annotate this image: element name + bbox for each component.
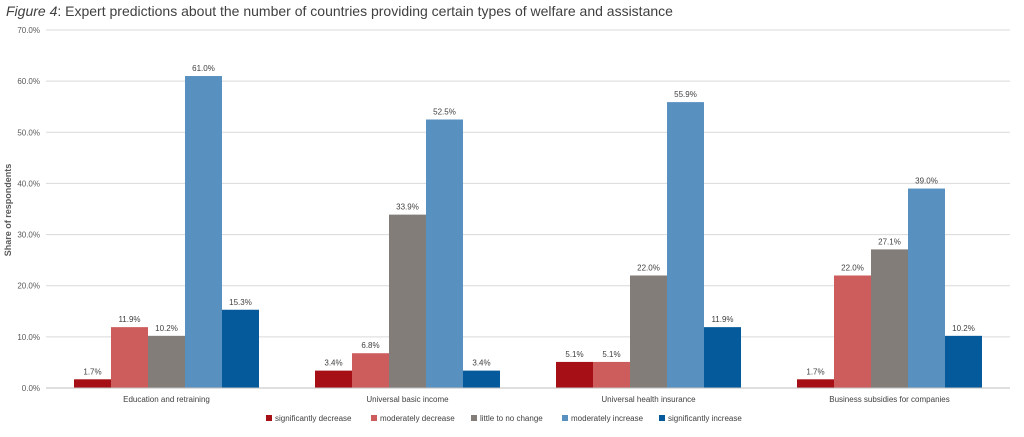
chart-title: Figure 4: Expert predictions about the n… (6, 3, 673, 19)
data-label: 5.1% (565, 350, 583, 359)
data-label: 5.1% (602, 350, 620, 359)
y-tick-label: 20.0% (17, 282, 40, 291)
data-label: 10.2% (155, 324, 178, 333)
legend-label: significantly increase (668, 414, 742, 423)
y-tick-label: 0.0% (22, 384, 40, 393)
bar (593, 361, 630, 388)
legend-swatch (371, 415, 377, 421)
bar (908, 188, 945, 388)
data-label: 22.0% (841, 263, 864, 272)
data-label: 55.9% (674, 90, 697, 99)
bar (315, 370, 352, 388)
y-tick-label: 70.0% (17, 26, 40, 35)
data-label: 15.3% (229, 298, 252, 307)
data-label: 22.0% (637, 263, 660, 272)
bar (871, 249, 908, 388)
bar (704, 327, 741, 388)
y-tick-label: 10.0% (17, 333, 40, 342)
data-labels: 1.7% 11.9% 10.2% 61.0% 15.3% 3.4% 6.8% 33.9% 52.… (83, 64, 974, 376)
bar (352, 353, 389, 388)
bar (148, 335, 185, 388)
data-label: 11.9% (711, 315, 733, 324)
y-tick-label: 50.0% (17, 128, 40, 137)
legend-swatch (266, 415, 272, 421)
bar (834, 275, 871, 388)
y-tick-label: 60.0% (17, 77, 40, 86)
legend-label: moderately decrease (380, 414, 455, 423)
data-label: 3.4% (472, 359, 490, 368)
bar (463, 370, 500, 388)
x-category-label: Business subsidies for companies (829, 395, 950, 404)
data-label: 10.2% (952, 324, 975, 333)
bar (222, 309, 259, 388)
y-axis-label: Share of respondents (3, 164, 13, 257)
chart-title-text: : Expert predictions about the number of… (57, 3, 673, 19)
legend: significantly decrease moderately decreas… (266, 414, 742, 423)
bar (667, 102, 704, 389)
y-tick-label: 40.0% (17, 179, 40, 188)
bar (797, 379, 834, 388)
bar (945, 335, 982, 388)
data-label: 11.9% (118, 315, 140, 324)
bar (556, 361, 593, 388)
bar (389, 214, 426, 388)
bar (111, 327, 148, 388)
bar (74, 379, 111, 388)
x-category-label: Universal health insurance (601, 395, 696, 404)
data-label: 1.7% (83, 367, 101, 376)
legend-label: significantly decrease (275, 414, 352, 423)
bars (74, 76, 982, 389)
data-label: 1.7% (806, 367, 824, 376)
data-label: 39.0% (915, 177, 938, 186)
legend-label: little to no change (480, 414, 543, 423)
data-label: 3.4% (324, 359, 342, 368)
legend-swatch (562, 415, 568, 421)
bar (630, 275, 667, 388)
x-category-label: Universal basic income (366, 395, 449, 404)
legend-swatch (659, 415, 665, 421)
y-axis-ticks: 0.0% 10.0% 20.0% 30.0% 40.0% 50.0% 60.0% 70.0% (17, 26, 40, 393)
data-label: 61.0% (192, 64, 215, 73)
data-label: 52.5% (433, 108, 456, 117)
x-category-label: Education and retraining (123, 395, 210, 404)
x-axis-categories: Education and retraining Universal basic … (123, 395, 950, 404)
chart-title-figure-number: Figure 4 (6, 3, 58, 19)
bar (185, 76, 222, 389)
bar (426, 119, 463, 388)
y-tick-label: 30.0% (17, 231, 40, 240)
legend-swatch (471, 415, 477, 421)
data-label: 27.1% (878, 237, 901, 246)
data-label: 33.9% (396, 203, 419, 212)
data-label: 6.8% (361, 341, 379, 350)
legend-label: moderately increase (571, 414, 644, 423)
